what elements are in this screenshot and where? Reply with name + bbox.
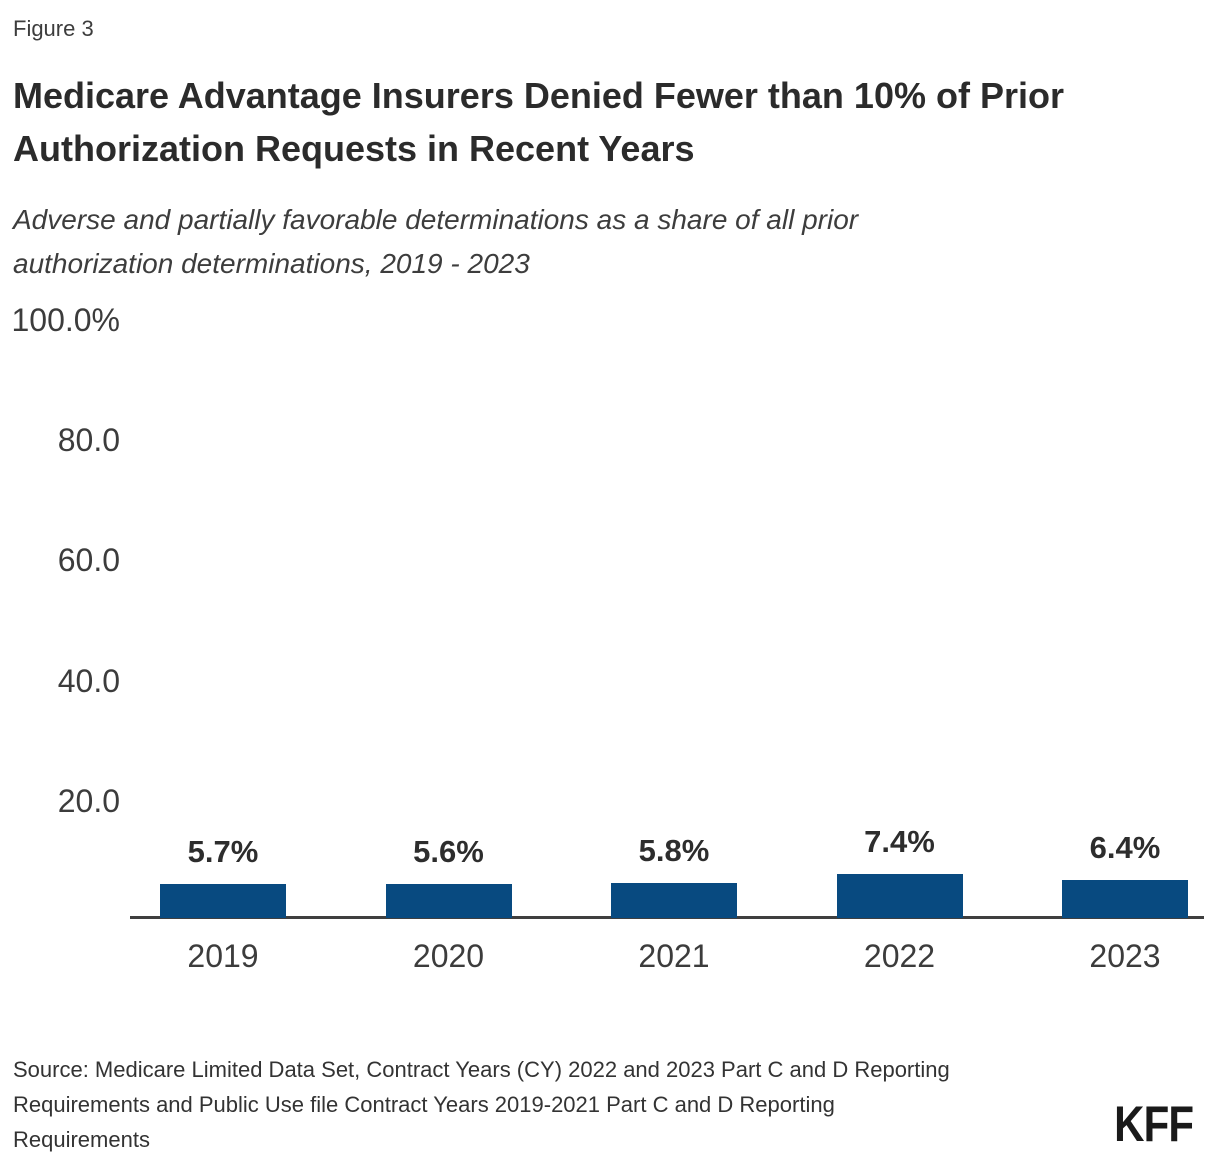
bar <box>385 884 512 918</box>
bar <box>611 883 737 918</box>
chart-subtitle-line-2: authorization determinations, 2019 - 202… <box>13 248 530 279</box>
x-axis-tick-label: 2020 <box>412 938 485 974</box>
y-axis-tick-label: 80.0 <box>57 422 120 459</box>
source-note: Source: Medicare Limited Data Set, Contr… <box>13 1052 1103 1157</box>
chart-title-line-2: Authorization Requests in Recent Years <box>13 128 695 169</box>
bar-value-label: 6.4% <box>1089 829 1161 865</box>
source-note-line-1: Source: Medicare Limited Data Set, Contr… <box>13 1057 950 1082</box>
kff-logo: KFF <box>1113 1096 1194 1152</box>
bar <box>160 883 286 918</box>
chart-subtitle: Adverse and partially favorable determin… <box>13 198 1203 286</box>
bar-value-label: 7.4% <box>864 823 935 859</box>
bar <box>1062 879 1188 918</box>
bar-value-label: 5.6% <box>413 834 484 870</box>
figure-label: Figure 3 <box>13 16 94 41</box>
chart-subtitle-line-1: Adverse and partially favorable determin… <box>13 204 859 235</box>
y-axis-tick-label: 20.0 <box>57 782 120 819</box>
bar-value-label: 5.7% <box>187 833 259 869</box>
x-axis-tick-label: 2021 <box>638 938 710 974</box>
y-axis-tick-label: 100.0% <box>11 302 120 338</box>
source-note-line-2: Requirements and Public Use file Contrac… <box>13 1092 835 1117</box>
x-axis-tick-label: 2022 <box>863 938 936 974</box>
bar <box>836 873 963 918</box>
source-note-line-3: Requirements <box>13 1127 150 1152</box>
x-axis-tick-label: 2023 <box>1089 938 1161 974</box>
chart-title: Medicare Advantage Insurers Denied Fewer… <box>13 69 1203 175</box>
x-axis-tick-label: 2019 <box>187 938 259 974</box>
y-axis-tick-label: 60.0 <box>57 542 120 579</box>
chart-title-line-1: Medicare Advantage Insurers Denied Fewer… <box>13 75 1064 116</box>
y-axis-tick-label: 40.0 <box>57 662 120 699</box>
bar-value-label: 5.8% <box>638 833 710 869</box>
